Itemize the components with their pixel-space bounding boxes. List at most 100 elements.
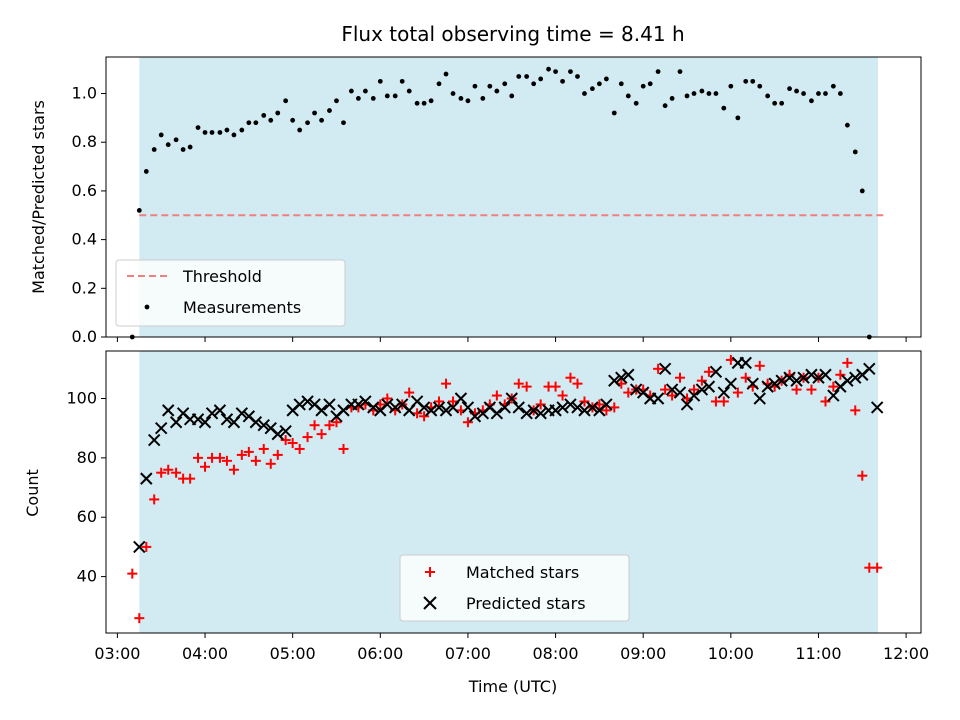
measurement-point [830,83,836,89]
measurement-point [787,86,792,92]
measurement-point [837,91,843,96]
measurement-point [728,83,734,89]
measurement-point [560,78,565,84]
measurement-point [765,93,771,99]
measurement-point [859,188,865,194]
legend-matched-swatch [425,567,435,577]
predicted-star-point [586,401,599,414]
measurement-point [611,110,617,116]
measurement-point [151,147,157,152]
matched-star-point [842,357,853,368]
measurement-point [633,100,639,106]
y-tick-label: 0.6 [72,181,97,200]
measurement-point [852,149,858,155]
matched-star-point [156,467,167,478]
measurement-point [406,88,412,94]
predicted-star-point [564,398,577,411]
matched-star-point [302,432,313,443]
matched-star-point [221,455,232,466]
matched-star-point [806,384,817,395]
x-tick-label: 11:00 [795,644,841,663]
measurement-point [384,93,390,99]
measurement-point [502,81,508,87]
predicted-star-point [367,401,380,414]
matched-star-point [565,372,576,383]
measurement-point [414,100,420,106]
matched-star-point [412,408,423,419]
matched-star-point [850,405,861,416]
measurement-point [662,103,668,109]
matched-star-point [623,387,634,398]
predicted-star-point [870,401,884,414]
bottom-legend: Matched stars Predicted stars [399,554,630,622]
predicted-star-point [490,407,504,420]
predicted-star-point [746,377,759,390]
predicted-star-point [717,386,731,399]
predicted-star-point [155,421,168,435]
measurement-point [341,120,346,126]
measurement-point [268,117,274,123]
matched-star-point [718,396,729,407]
measurement-point [443,71,449,77]
measurement-point [370,95,376,101]
measurement-point [531,81,537,87]
predicted-star-point [783,371,796,384]
predicted-star-point [739,356,752,370]
measurement-point [297,127,303,133]
matched-star-point [228,464,239,475]
predicted-star-point [191,413,205,426]
matched-star-point [441,378,452,389]
measurement-point [743,78,749,84]
predicted-star-point [133,540,146,554]
predicted-star-point [658,362,672,376]
measurement-point [239,127,245,133]
top-panel: 0.0 0.2 0.4 0.6 0.8 1.0 Matched/Predicted sta… [29,56,922,346]
predicted-star-point [695,383,709,396]
measurement-point [794,88,799,94]
predicted-star-point [790,374,803,387]
top-y-axis-label: Matched/Predicted stars [29,100,48,294]
predicted-star-point [827,389,840,402]
matched-star-point [309,420,320,431]
matched-star-point [857,470,868,481]
predicted-star-point [323,398,336,411]
measurement-point [568,69,573,75]
predicted-star-point [520,407,533,420]
measurement-point [779,100,785,106]
matched-star-point [550,381,561,392]
matched-star-point [185,473,196,484]
matched-star-point [382,393,393,404]
matched-star-point [601,405,612,416]
matched-star-point [141,541,152,552]
bottom-panel-frame [105,350,922,634]
x-axis-label: Time (UTC) [468,677,557,696]
predicted-star-point [235,407,249,420]
matched-star-point [491,390,502,401]
measurement-point [713,91,719,96]
predicted-star-point [615,371,628,384]
matched-star-point [294,443,305,454]
measurement-point [480,95,486,101]
predicted-star-point [702,380,716,393]
measurement-point [246,120,252,126]
predicted-star-point [337,404,350,417]
top-x-ticks [116,337,907,342]
measurement-point [677,69,683,75]
predicted-star-point [381,398,394,411]
matched-star-point [149,494,160,505]
matched-star-point [609,402,620,413]
matched-star-point [338,443,349,454]
measurement-point [143,169,149,174]
measurement-point [421,100,427,106]
legend-matched-label: Matched stars [466,563,579,582]
bottom-y-axis-label: Count [23,469,42,517]
predicted-star-point [819,368,832,381]
matched-star-point [557,390,568,401]
y-tick-label: 0.2 [72,278,97,297]
matched-star-point [250,455,261,466]
predicted-star-point [709,365,723,378]
matched-star-point [171,467,182,478]
measurement-point [355,95,361,101]
predicted-star-point [439,404,453,417]
